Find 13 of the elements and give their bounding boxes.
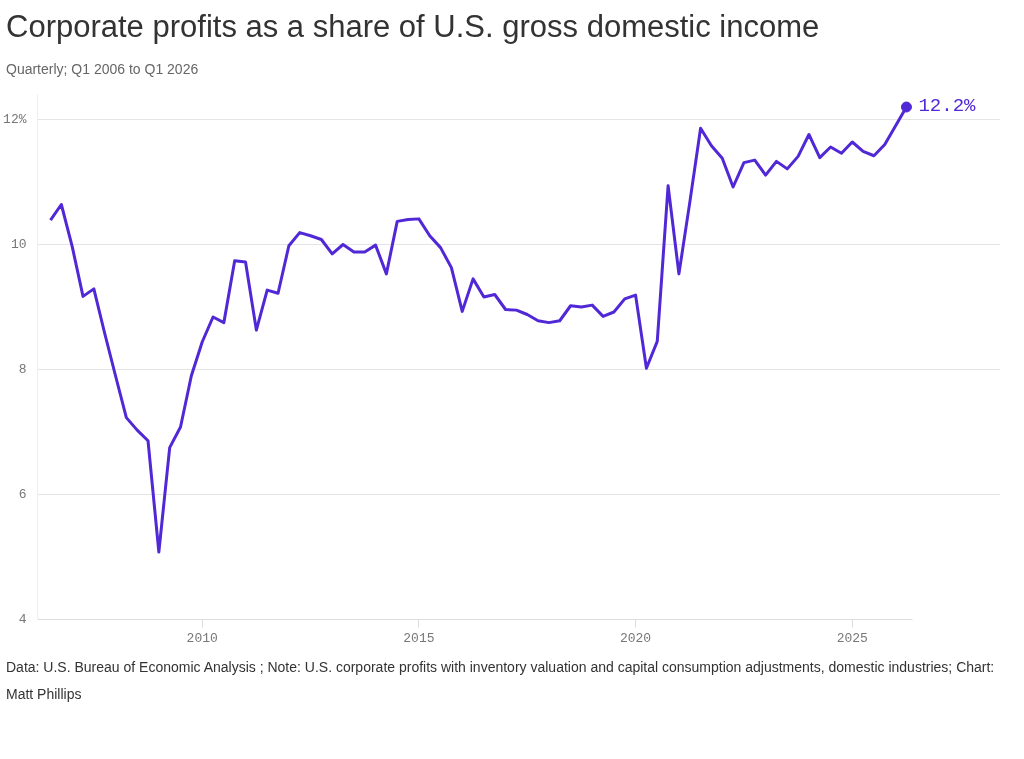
y-tick-label: 4: [18, 612, 27, 628]
text: Data: U.S. Bureau of Economic Analysis ; Note: U.S. corporate profits with inventory valuation and capital consumption adjustments, domestic industries; Chart: Matt Phillips: [6, 658, 996, 704]
annotation: 12.2%: [918, 95, 977, 118]
y-tick-label: 10: [10, 237, 27, 253]
x-tick-label: 2015: [403, 630, 435, 646]
y-tick-label: 8: [18, 362, 27, 378]
x-tick-label: 2025: [836, 630, 868, 646]
chart-title: Corporate profits as a share of U.S. gross domestic income: [6, 8, 820, 46]
y-tick-label: 12%: [3, 112, 27, 128]
y-tick-label: 6: [18, 487, 27, 503]
chart-subtitle: Quarterly; Q1 2006 to Q1 2026: [6, 60, 199, 80]
x-tick-label: 2020: [619, 630, 652, 646]
x-tick-label: 2010: [186, 630, 218, 646]
